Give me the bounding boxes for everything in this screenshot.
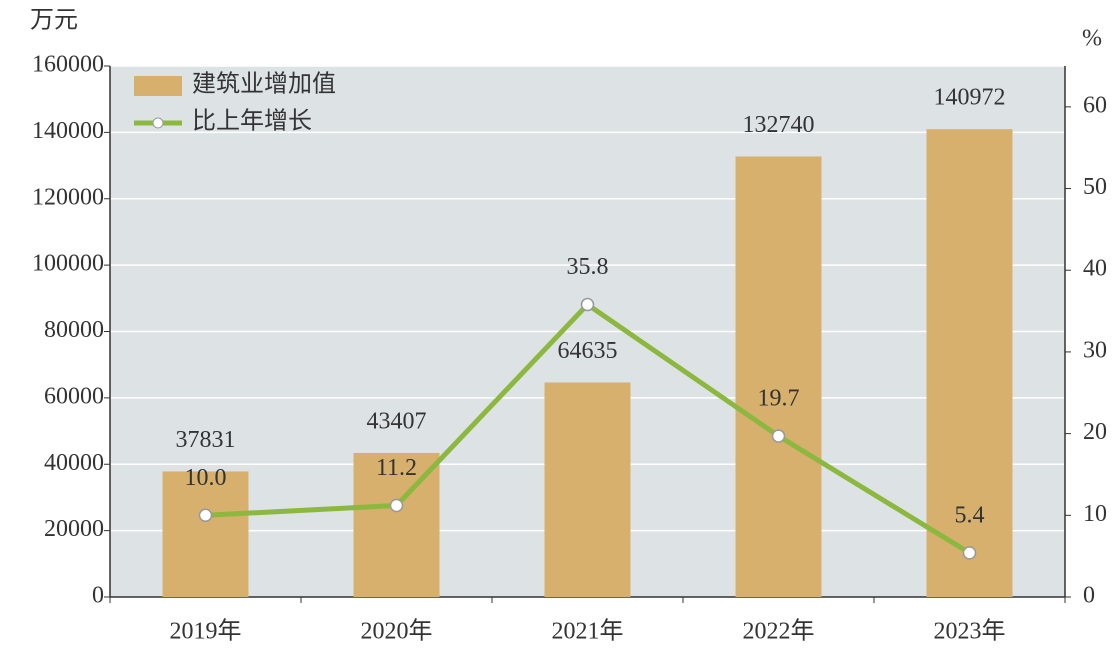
line-point [771,429,786,443]
bar [926,129,1013,597]
legend-swatch [134,76,182,96]
x-tick-label: 2019年 [170,618,242,645]
bar-value-label: 140972 [934,85,1006,111]
bar-value-label: 43407 [367,408,427,434]
y-tick-label: 80000 [44,317,104,343]
y-tick-label: 60000 [44,383,104,409]
x-tick-label: 2022年 [743,618,815,645]
bar-value-label: 132740 [743,112,815,138]
line-value-label: 35.8 [567,254,609,280]
y2-tick-label: 0 [1083,583,1095,609]
line-point [962,546,977,560]
line-point [198,508,213,523]
line-point [580,297,595,312]
y2-tick-label: 10 [1083,501,1107,527]
bar [735,156,822,598]
line-point [389,498,404,513]
y2-tick-label: 20 [1083,419,1107,445]
y-tick-label: 100000 [32,251,104,277]
x-tick-label: 2020年 [361,618,433,645]
y-tick-label: 160000 [32,52,104,78]
y2-tick-label: 30 [1083,337,1107,363]
bar-value-label: 64635 [558,338,618,364]
y2-tick-label: 60 [1083,92,1107,118]
legend-label: 比上年增长 [192,108,312,135]
line-value-label: 11.2 [376,455,417,481]
y-tick-label: 40000 [44,450,104,476]
bar-value-label: 37831 [176,427,236,453]
y-tick-label: 0 [92,583,104,609]
y-tick-label: 20000 [44,516,104,542]
y2-tick-label: 50 [1083,174,1107,200]
y-tick-label: 120000 [32,184,104,210]
y2-axis-label: % [1082,26,1102,52]
legend-marker [152,117,164,129]
legend-label: 建筑业增加值 [192,71,336,98]
x-tick-label: 2023年 [934,618,1006,645]
line-value-label: 5.4 [955,502,985,528]
y-axis-label: 万元 [30,8,78,34]
y-tick-label: 140000 [32,118,104,144]
bar [544,382,631,597]
line-value-label: 19.7 [758,386,800,412]
line-value-label: 10.0 [185,465,227,491]
x-tick-label: 2021年 [552,618,624,645]
y2-tick-label: 40 [1083,256,1107,282]
bar [162,471,249,597]
